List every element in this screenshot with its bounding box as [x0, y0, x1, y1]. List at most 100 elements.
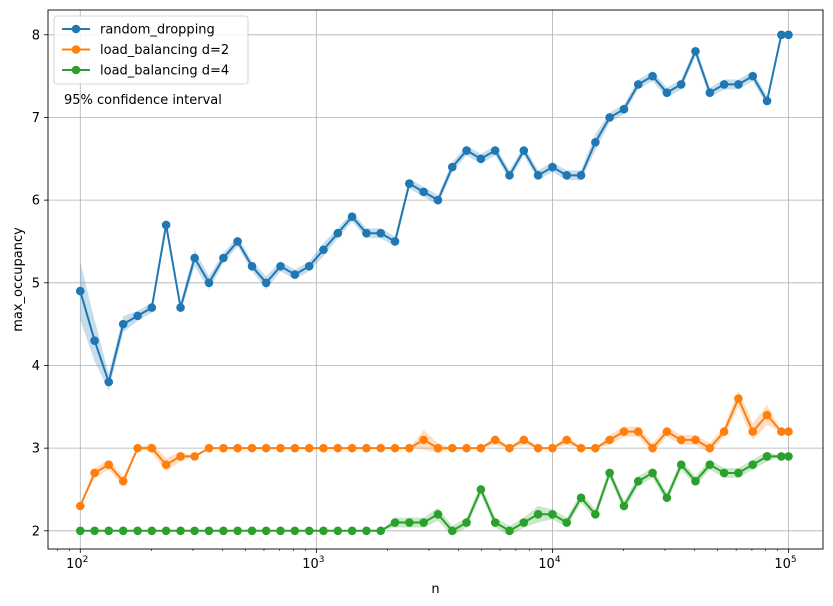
- data-point: [633, 80, 643, 89]
- data-point: [784, 452, 793, 461]
- data-point: [261, 526, 271, 536]
- legend-marker: [71, 65, 81, 75]
- data-point: [405, 179, 414, 188]
- data-point: [691, 435, 700, 445]
- data-point: [734, 468, 743, 478]
- data-point: [748, 460, 758, 469]
- data-point: [433, 195, 443, 205]
- data-point: [576, 493, 586, 503]
- data-point: [333, 443, 343, 453]
- data-point: [118, 526, 128, 536]
- data-point: [462, 518, 471, 527]
- x-tick-label: 103: [302, 555, 324, 572]
- x-axis-label: n: [431, 582, 439, 597]
- data-point: [276, 526, 285, 536]
- data-point: [705, 88, 715, 97]
- legend-label: load_balancing d=2: [100, 43, 229, 58]
- data-point: [290, 270, 300, 279]
- data-point: [419, 435, 428, 445]
- data-point: [347, 212, 357, 221]
- y-tick-label: 5: [32, 276, 40, 291]
- data-point: [762, 96, 772, 106]
- data-point: [419, 187, 428, 197]
- legend-label: random_dropping: [100, 23, 215, 38]
- data-point: [562, 171, 572, 180]
- data-point: [719, 80, 729, 89]
- data-point: [219, 526, 228, 536]
- data-point: [505, 526, 514, 536]
- data-point: [719, 427, 729, 436]
- legend-item: load_balancing d=2: [62, 43, 229, 58]
- series-markers: [75, 30, 793, 536]
- legend-label: load_balancing d=4: [100, 64, 229, 79]
- data-point: [605, 468, 614, 478]
- data-point: [190, 253, 199, 263]
- data-point: [276, 443, 285, 453]
- data-point: [390, 518, 400, 527]
- data-point: [319, 245, 328, 255]
- data-point: [691, 47, 700, 56]
- data-point: [90, 526, 99, 536]
- data-point: [190, 452, 199, 461]
- legend-box: [53, 15, 249, 85]
- data-point: [104, 526, 114, 536]
- data-point: [75, 526, 85, 536]
- x-tick-label: 102: [66, 555, 88, 572]
- data-point: [376, 443, 386, 453]
- legend: random_dropping load_balancing d=2 load_ba…: [53, 15, 249, 85]
- data-point: [562, 518, 572, 527]
- data-point: [104, 377, 114, 387]
- x-axis-ticks: 102 103 104 105: [57, 549, 797, 572]
- data-point: [591, 509, 600, 519]
- data-point: [591, 443, 600, 453]
- y-tick-label: 8: [32, 28, 40, 43]
- legend-item: load_balancing d=4: [62, 64, 229, 79]
- data-point: [662, 427, 672, 436]
- data-point: [204, 278, 214, 288]
- data-point: [176, 303, 185, 312]
- data-point: [118, 319, 128, 329]
- data-point: [90, 336, 99, 345]
- data-point: [362, 443, 371, 453]
- data-point: [662, 88, 672, 97]
- data-point: [633, 476, 643, 486]
- data-point: [319, 443, 328, 453]
- data-point: [462, 146, 471, 155]
- data-point: [447, 526, 457, 536]
- data-point: [376, 228, 386, 238]
- data-point: [233, 526, 242, 536]
- data-point: [133, 443, 142, 453]
- data-point: [533, 443, 543, 453]
- data-point: [319, 526, 328, 536]
- data-point: [247, 443, 257, 453]
- data-point: [734, 394, 743, 403]
- data-point: [633, 427, 643, 436]
- data-point: [476, 154, 486, 164]
- data-point: [276, 261, 285, 271]
- data-point: [505, 443, 514, 453]
- data-point: [576, 443, 586, 453]
- x-tick-label: 105: [774, 555, 796, 572]
- data-point: [90, 468, 99, 478]
- plot-frame: [47, 9, 824, 550]
- data-point: [762, 452, 772, 461]
- data-point: [519, 518, 529, 527]
- data-point: [204, 443, 214, 453]
- data-point: [233, 237, 242, 246]
- data-point: [619, 501, 629, 511]
- data-point: [261, 443, 271, 453]
- data-point: [333, 526, 343, 536]
- data-point: [562, 435, 572, 445]
- data-point: [147, 526, 157, 536]
- data-point: [505, 171, 514, 180]
- data-point: [777, 427, 786, 436]
- data-point: [748, 427, 758, 436]
- data-point: [676, 80, 686, 89]
- data-point: [662, 493, 672, 503]
- data-point: [676, 435, 686, 445]
- data-point: [176, 526, 185, 536]
- data-point: [118, 476, 128, 486]
- data-point: [648, 443, 657, 453]
